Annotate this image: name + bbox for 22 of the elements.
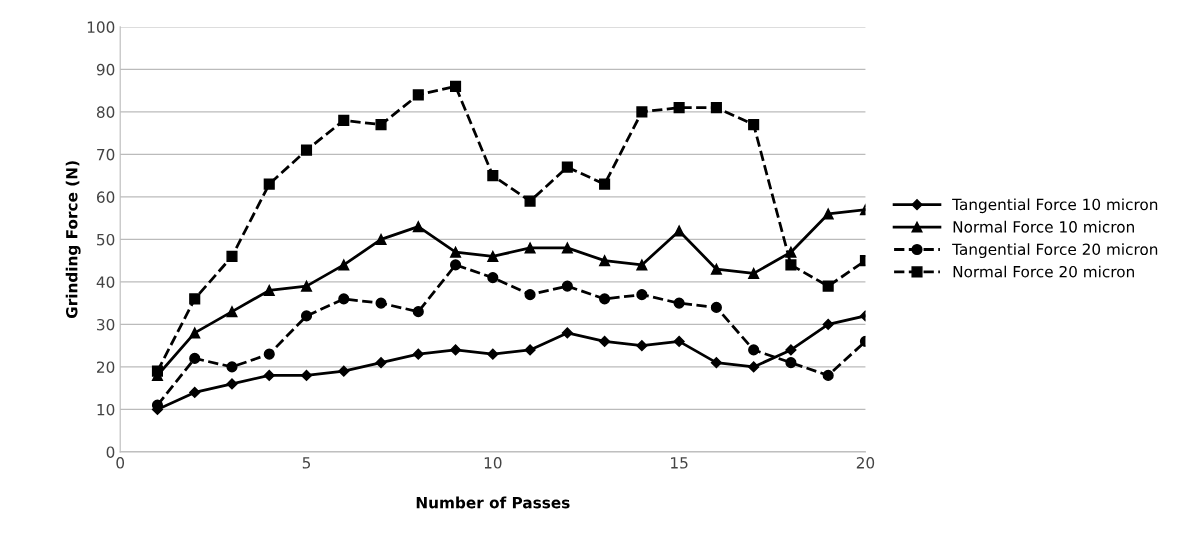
y-tick-label: 90 [96, 63, 115, 76]
x-tick-label: 10 [484, 457, 502, 469]
y-tick-label: 100 [87, 21, 115, 33]
y-tick-label: 50 [97, 233, 115, 246]
legend-label: Normal Force 20 micron [953, 265, 1134, 278]
y-tick-label: 60 [96, 191, 115, 203]
x-tick-label: 0 [116, 457, 125, 469]
y-axis-title: Grinding Force (N) [65, 161, 81, 319]
legend-label: Normal Force 10 micron [953, 220, 1134, 233]
x-tick-label: 15 [671, 457, 688, 469]
y-tick-label: 20 [97, 361, 115, 373]
y-tick-label: 70 [97, 148, 115, 161]
x-tick-label: 20 [856, 457, 875, 469]
legend-label: Tangential Force 20 micron [952, 243, 1158, 259]
y-tick-label: 40 [96, 276, 115, 288]
legend-label: Tangential Force 10 micron [952, 198, 1158, 214]
x-tick-label: 5 [302, 457, 311, 469]
y-tick-label: 0 [106, 446, 115, 458]
y-tick-label: 30 [97, 318, 115, 331]
x-axis-title: Number of Passes [416, 496, 570, 509]
y-tick-label: 80 [96, 106, 115, 118]
y-tick-label: 10 [97, 403, 115, 416]
